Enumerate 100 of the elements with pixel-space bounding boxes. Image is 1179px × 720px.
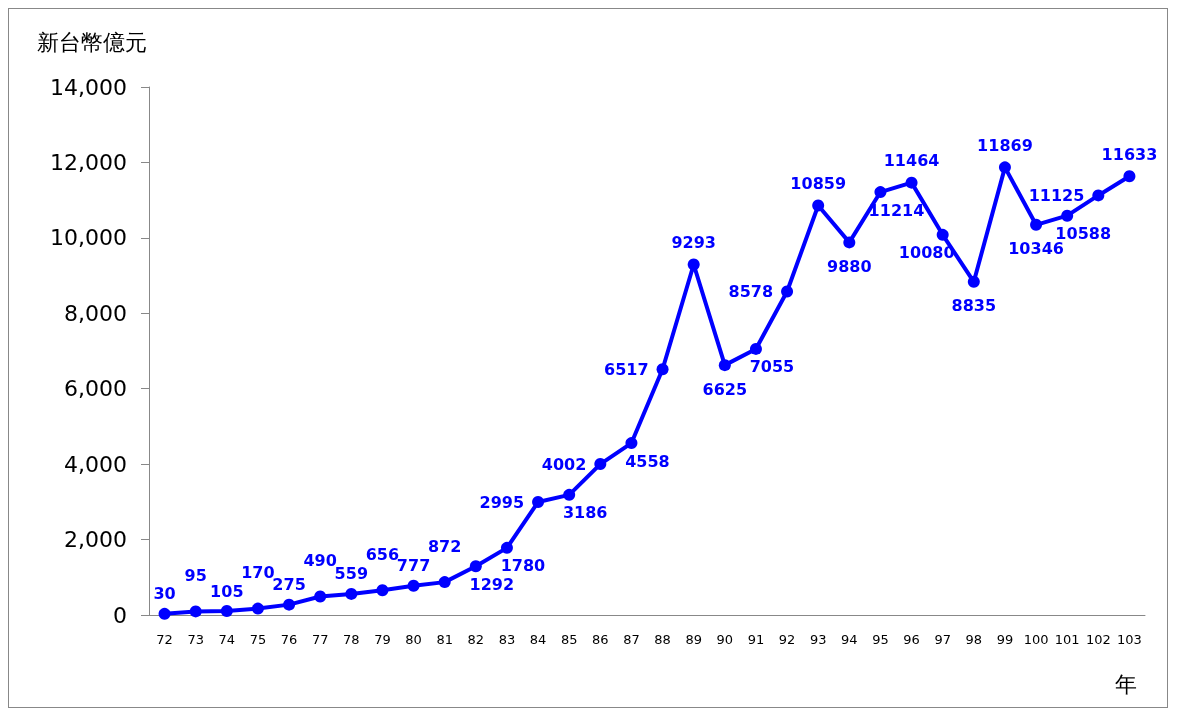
x-tick-label: 85	[560, 632, 578, 647]
point	[812, 199, 825, 212]
point	[407, 579, 420, 592]
x-tick-label: 92	[778, 632, 796, 647]
point	[1061, 209, 1074, 222]
data-label: 105	[210, 581, 244, 601]
point	[1123, 170, 1136, 183]
point	[376, 584, 389, 597]
y-tick-label: 14,000	[50, 74, 127, 100]
point	[967, 275, 980, 288]
data-label: 11464	[883, 151, 940, 171]
data-label: 9293	[671, 233, 716, 253]
point	[998, 161, 1011, 174]
x-tick-label: 77	[311, 632, 329, 647]
point	[843, 236, 856, 249]
x-tick-label: 90	[716, 632, 734, 647]
point	[656, 363, 669, 376]
data-label: 7055	[749, 357, 795, 377]
point	[1030, 218, 1043, 231]
point	[438, 576, 451, 589]
data-label: 95	[184, 565, 207, 585]
point	[345, 587, 358, 600]
x-tick-label: 72	[156, 632, 173, 647]
point	[1092, 189, 1105, 202]
y-axis-title: 新台幣億元	[37, 29, 147, 55]
y-tick-label: 8,000	[64, 300, 127, 326]
data-label: 10859	[790, 173, 847, 193]
data-label: 9880	[827, 256, 872, 276]
data-label: 559	[334, 564, 369, 584]
data-label: 8835	[951, 296, 997, 316]
point	[532, 496, 545, 509]
point	[749, 342, 762, 355]
point	[314, 590, 327, 603]
point	[718, 359, 731, 372]
x-tick-label: 93	[809, 632, 827, 647]
point	[158, 607, 171, 620]
x-tick-label: 80	[405, 632, 422, 647]
data-label: 10346	[1008, 239, 1064, 259]
x-tick-label: 98	[965, 632, 983, 647]
point	[905, 176, 918, 189]
data-label: 11214	[868, 200, 925, 220]
data-label: 6517	[604, 359, 649, 379]
x-tick-label: 76	[280, 632, 298, 647]
y-tick-label: 12,000	[50, 149, 127, 175]
x-tick-label: 95	[872, 632, 889, 647]
x-tick-label: 86	[592, 632, 609, 647]
point	[563, 488, 576, 501]
x-tick-label: 101	[1054, 632, 1080, 647]
data-label: 872	[427, 536, 462, 556]
data-label: 2995	[479, 492, 525, 512]
data-label: 11125	[1028, 185, 1085, 205]
data-label: 6625	[702, 379, 748, 399]
x-tick-label: 97	[934, 632, 951, 647]
x-tick-label: 73	[187, 632, 204, 647]
x-tick-label: 91	[747, 632, 765, 647]
x-tick-label: 74	[218, 632, 236, 647]
point	[189, 605, 202, 618]
x-tick-label: 87	[623, 632, 640, 647]
point	[874, 186, 887, 199]
point	[251, 602, 264, 615]
data-label: 4002	[541, 454, 587, 474]
x-tick-label: 99	[996, 632, 1014, 647]
x-tick-label: 84	[529, 632, 547, 647]
point	[594, 458, 607, 471]
x-tick-label: 78	[343, 632, 360, 647]
x-tick-label: 94	[841, 632, 858, 647]
point	[500, 541, 513, 554]
y-tick-label: 6,000	[64, 376, 127, 402]
data-label: 8578	[728, 281, 774, 301]
data-label: 30	[153, 584, 176, 604]
x-tick-label: 100	[1023, 632, 1049, 647]
data-label: 3186	[562, 503, 608, 523]
point	[283, 598, 296, 611]
point	[469, 560, 482, 573]
x-tick-label: 75	[249, 632, 267, 647]
point	[625, 437, 638, 450]
x-tick-label: 88	[654, 632, 671, 647]
y-tick-label: 4,000	[64, 451, 127, 477]
data-label: 1292	[469, 574, 515, 594]
y-tick-label: 10,000	[50, 225, 127, 251]
point	[220, 605, 233, 618]
data-label: 4558	[625, 451, 670, 471]
y-tick-label: 2,000	[64, 527, 127, 553]
x-tick-label: 83	[498, 632, 516, 647]
x-tick-label: 102	[1085, 632, 1111, 647]
data-label: 1780	[500, 556, 546, 576]
point	[936, 228, 949, 241]
x-tick-label: 89	[685, 632, 702, 647]
x-tick-label: 103	[1117, 632, 1142, 647]
x-tick-label: 79	[374, 632, 391, 647]
x-axis-title: 年	[1115, 671, 1137, 697]
point	[687, 258, 700, 271]
data-label: 490	[303, 551, 337, 571]
x-tick-label: 82	[467, 632, 485, 647]
x-tick-label: 96	[903, 632, 920, 647]
data-label: 11869	[977, 135, 1033, 155]
y-tick-label: 0	[113, 602, 127, 628]
data-label: 11633	[1101, 144, 1158, 164]
x-tick-label: 81	[436, 632, 453, 647]
point	[781, 285, 794, 298]
